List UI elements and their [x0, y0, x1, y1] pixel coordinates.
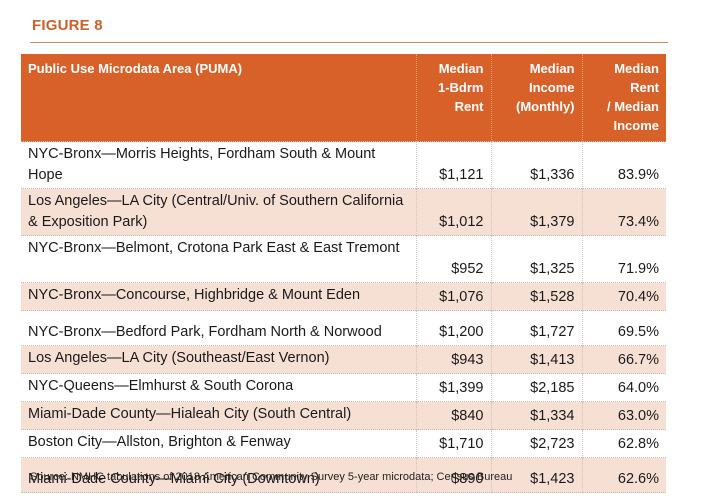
- header-median-rent: Median 1-Bdrm Rent: [415, 54, 491, 142]
- income-cell: $2,185: [490, 373, 582, 402]
- rent-cell: $1,076: [415, 282, 491, 311]
- puma-cell: Miami-Dade County—Hialeah City (South Ce…: [21, 401, 416, 430]
- table-row: NYC-Bronx—Bedford Park, Fordham North & …: [21, 310, 666, 346]
- table-row: Miami-Dade County—Hialeah City (South Ce…: [21, 401, 666, 430]
- rent-cell: $943: [415, 345, 491, 374]
- ratio-cell: 63.0%: [581, 401, 666, 430]
- income-cell: $1,379: [490, 188, 582, 236]
- ratio-cell: 69.5%: [581, 310, 666, 346]
- table-row: NYC-Bronx—Morris Heights, Fordham South …: [21, 141, 666, 189]
- figure-label: FIGURE 8: [32, 17, 103, 34]
- puma-cell: Boston City—Allston, Brighton & Fenway: [21, 429, 416, 458]
- table-row: Miami-Dade County—Miami City (Downtown) …: [21, 457, 666, 493]
- ratio-cell: 62.8%: [581, 429, 666, 458]
- income-cell: $1,528: [490, 282, 582, 311]
- table-row: Los Angeles—LA City (Southeast/East Vern…: [21, 345, 666, 374]
- ratio-cell: 62.6%: [581, 457, 666, 493]
- puma-cell: Los Angeles—LA City (Southeast/East Vern…: [21, 345, 416, 374]
- puma-cell: NYC-Queens—Elmhurst & South Corona: [21, 373, 416, 402]
- rent-cell: $1,710: [415, 429, 491, 458]
- table-row: Boston City—Allston, Brighton & Fenway $…: [21, 429, 666, 458]
- ratio-cell: 73.4%: [581, 188, 666, 236]
- puma-cell: Los Angeles—LA City (Central/Univ. of So…: [21, 188, 416, 236]
- income-cell: $1,413: [490, 345, 582, 374]
- rent-cell: $1,399: [415, 373, 491, 402]
- rent-cell: $952: [415, 235, 491, 283]
- ratio-cell: 83.9%: [581, 141, 666, 189]
- rent-cell: $1,121: [415, 141, 491, 189]
- puma-cell: Miami-Dade County—Miami City (Downtown): [21, 457, 416, 493]
- puma-cell: NYC-Bronx—Belmont, Crotona Park East & E…: [21, 235, 416, 283]
- income-cell: $2,723: [490, 429, 582, 458]
- title-divider: [30, 42, 668, 43]
- table-row: Los Angeles—LA City (Central/Univ. of So…: [21, 188, 666, 236]
- ratio-cell: 71.9%: [581, 235, 666, 283]
- rent-income-table: Public Use Microdata Area (PUMA) Median …: [21, 54, 666, 493]
- rent-cell: $890: [415, 457, 491, 493]
- income-cell: $1,727: [490, 310, 582, 346]
- ratio-cell: 66.7%: [581, 345, 666, 374]
- rent-cell: $1,012: [415, 188, 491, 236]
- income-cell: $1,325: [490, 235, 582, 283]
- rent-cell: $840: [415, 401, 491, 430]
- header-rent-income-ratio: Median Rent / Median Income: [581, 54, 666, 142]
- source-note: Source: NMHC tabulations of 2018 America…: [30, 471, 513, 483]
- puma-cell: NYC-Bronx—Bedford Park, Fordham North & …: [21, 310, 416, 346]
- puma-cell: NYC-Bronx—Concourse, Highbridge & Mount …: [21, 282, 416, 311]
- table-row: NYC-Bronx—Concourse, Highbridge & Mount …: [21, 282, 666, 311]
- ratio-cell: 64.0%: [581, 373, 666, 402]
- header-puma: Public Use Microdata Area (PUMA): [21, 54, 416, 142]
- table-row: NYC-Queens—Elmhurst & South Corona $1,39…: [21, 373, 666, 402]
- income-cell: $1,336: [490, 141, 582, 189]
- puma-cell: NYC-Bronx—Morris Heights, Fordham South …: [21, 141, 416, 189]
- table-header-row: Public Use Microdata Area (PUMA) Median …: [21, 54, 666, 142]
- ratio-cell: 70.4%: [581, 282, 666, 311]
- header-median-income: Median Income (Monthly): [490, 54, 582, 142]
- income-cell: $1,423: [490, 457, 582, 493]
- income-cell: $1,334: [490, 401, 582, 430]
- rent-cell: $1,200: [415, 310, 491, 346]
- table-row: NYC-Bronx—Belmont, Crotona Park East & E…: [21, 235, 666, 283]
